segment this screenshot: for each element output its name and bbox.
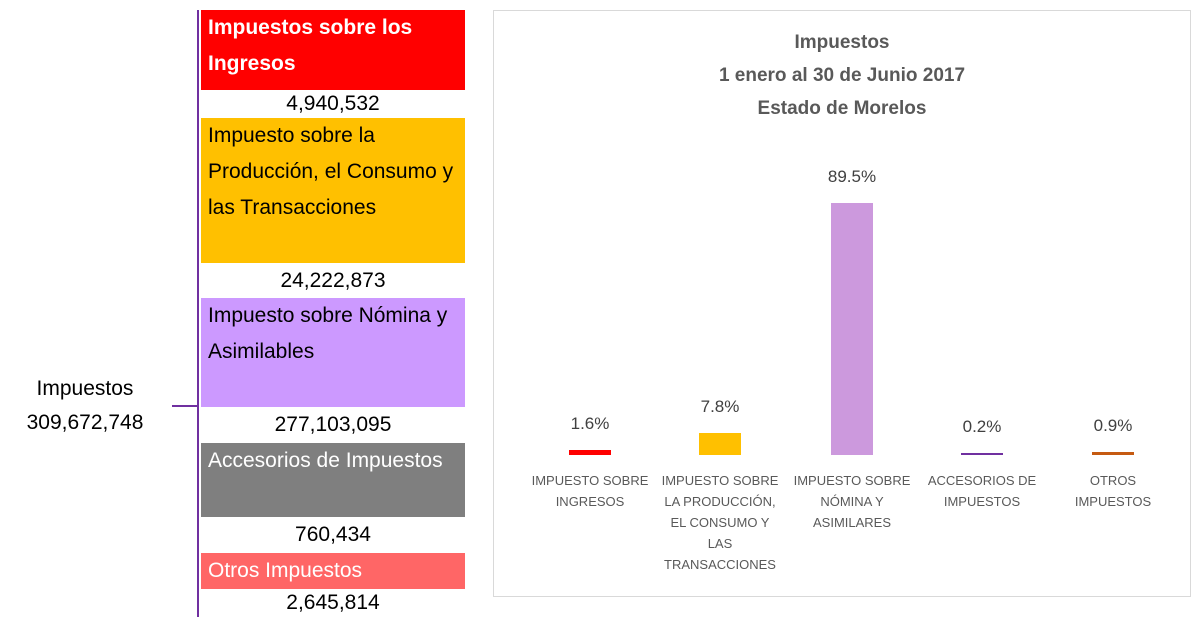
- data-label: 1.6%: [570, 414, 610, 434]
- item-box: Impuestos sobre los Ingresos: [201, 10, 465, 90]
- item-value: 4,940,532: [286, 92, 380, 115]
- data-label: 0.9%: [1093, 416, 1133, 436]
- root-node: Impuestos 309,672,748: [0, 372, 170, 440]
- chart-title: Estado de Morelos: [757, 98, 927, 119]
- bar: [961, 453, 1003, 455]
- category-label: ACCESORIOS DE IMPUESTOS: [927, 473, 1037, 509]
- data-label: 7.8%: [700, 397, 740, 417]
- bar: [569, 450, 611, 455]
- item-box: Impuesto sobre la Producción, el Consumo…: [201, 118, 465, 263]
- chart-title: 1 enero al 30 de Junio 2017: [718, 65, 966, 86]
- item-value: 2,645,814: [286, 591, 380, 614]
- data-label: 0.2%: [962, 417, 1002, 436]
- item-value: 760,434: [295, 523, 371, 546]
- category-label: IMPUESTO SOBRE LA PRODUCCIÓN, EL CONSUMO…: [661, 473, 779, 572]
- item-box: Accesorios de Impuestos: [201, 443, 465, 517]
- connector: [172, 405, 198, 407]
- root-label: Impuestos: [36, 377, 134, 400]
- category-label: OTROS IMPUESTOS: [1074, 473, 1152, 509]
- item-value: 277,103,095: [274, 413, 392, 436]
- root-value: 309,672,748: [26, 411, 144, 434]
- data-label: 89.5%: [827, 166, 877, 186]
- item-value: 24,222,873: [280, 269, 386, 292]
- chart-frame: [493, 10, 1191, 597]
- bar: [831, 202, 873, 455]
- item-box: Impuesto sobre Nómina y Asimilables: [201, 298, 465, 407]
- connector: [197, 10, 199, 617]
- category-label: IMPUESTO SOBRE INGRESOS: [531, 473, 649, 509]
- category-label: IMPUESTO SOBRE NÓMINA Y ASIMILARES: [793, 473, 911, 530]
- bar: [699, 433, 741, 455]
- item-box: Otros Impuestos: [201, 553, 465, 589]
- bar: [1092, 452, 1134, 455]
- chart-title: Impuestos: [794, 32, 890, 53]
